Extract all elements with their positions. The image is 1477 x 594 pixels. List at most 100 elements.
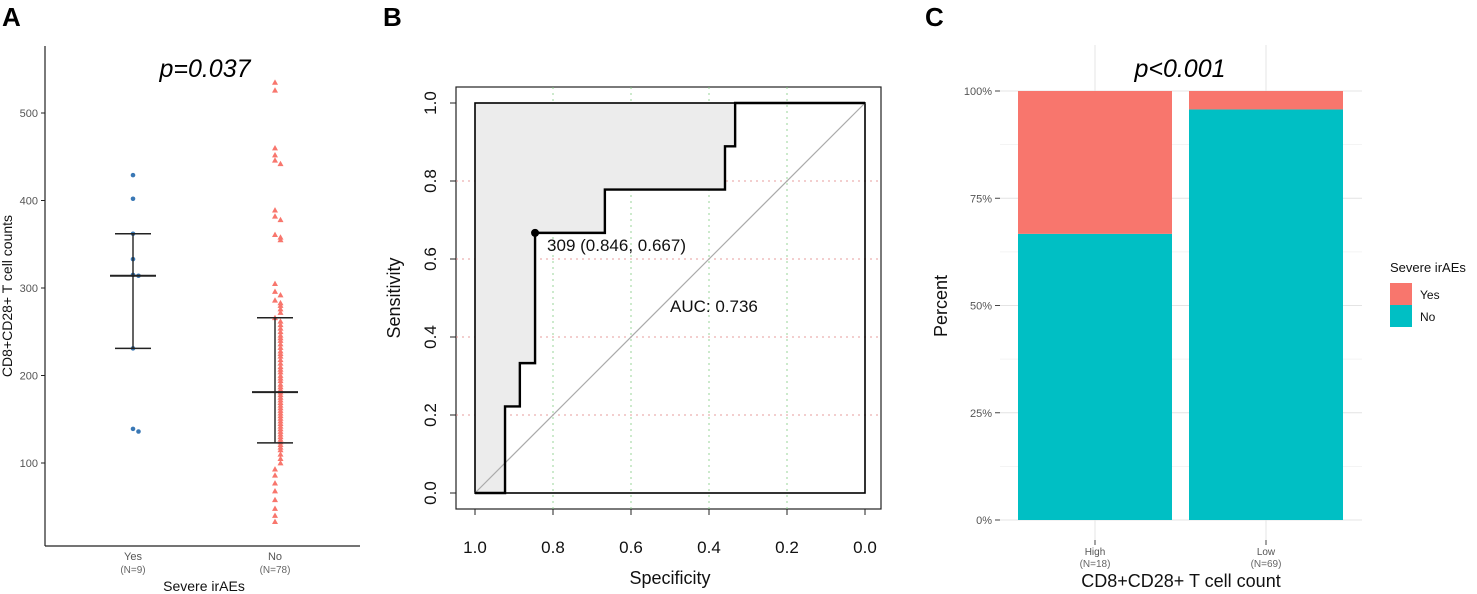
a-point-no	[272, 496, 278, 503]
c-y-axis-label: Percent	[931, 275, 951, 337]
b-y-tick-label: 0.4	[421, 325, 440, 349]
b-x-tick-label: 0.0	[853, 538, 877, 557]
c-y-tick-label: 0%	[976, 515, 992, 527]
a-point-no	[277, 341, 284, 347]
a-point-no	[272, 297, 278, 303]
panel-c-label: C	[925, 2, 944, 32]
panel-b: 309 (0.846, 0.667) AUC: 0.736 1.0 0.8 0.6 0…	[384, 86, 882, 588]
panel-a-label: A	[2, 2, 21, 32]
b-x-tick-label: 0.4	[697, 538, 721, 557]
b-y-tick-label: 0.8	[421, 169, 440, 193]
a-x-axis-label: Severe irAEs	[163, 578, 245, 594]
c-y-tick-label: 25%	[970, 408, 992, 420]
a-x-tick-no: No	[268, 551, 282, 563]
a-point-yes	[136, 429, 141, 434]
c-legend: Severe irAEs Yes No	[1390, 260, 1466, 327]
a-point-no	[277, 360, 284, 366]
panel-a: 100 200 300 400 500 p=0.037 Yes (N=9) No (N=…	[0, 46, 360, 594]
a-y-tick-label: 300	[20, 283, 38, 295]
a-point-no	[277, 302, 284, 308]
a-point-no	[277, 318, 284, 324]
a-point-no	[277, 460, 284, 466]
a-point-no	[277, 236, 284, 243]
a-y-tick-label: 400	[20, 196, 38, 208]
a-point-no	[272, 480, 278, 486]
b-reference-diagonal	[474, 102, 866, 494]
c-y-tick-label: 100%	[964, 86, 992, 98]
a-point-no	[272, 472, 278, 478]
a-point-yes	[130, 172, 136, 178]
b-roc-area-fill	[475, 103, 865, 493]
b-x-tick-label: 1.0	[463, 538, 487, 557]
a-point-no	[277, 328, 284, 335]
c-legend-label-yes: Yes	[1420, 288, 1440, 302]
a-point-no	[272, 280, 278, 287]
b-x-tick-label: 0.8	[541, 538, 565, 557]
a-point-no	[272, 488, 278, 494]
a-point-no	[277, 309, 284, 315]
a-point-no	[277, 337, 284, 343]
c-x-tick-low-n: (N=69)	[1251, 559, 1282, 570]
b-y-tick-label: 0.6	[421, 247, 440, 271]
b-threshold-label: 309 (0.846, 0.667)	[547, 236, 686, 255]
a-point-no	[272, 145, 278, 151]
a-point-no	[277, 451, 284, 457]
a-point-no	[277, 369, 284, 375]
a-point-no	[277, 321, 284, 328]
c-legend-title: Severe irAEs	[1390, 260, 1466, 275]
b-y-axis-label: Sensitivity	[384, 257, 404, 338]
c-bar-yes-low	[1189, 91, 1343, 110]
b-roc-curve	[475, 101, 865, 495]
a-point-no	[272, 512, 278, 518]
b-plot-frame	[455, 86, 882, 510]
b-x-tick-label: 0.6	[619, 538, 643, 557]
a-x-tick-no-n: (N=78)	[260, 565, 291, 576]
a-y-axis-label: CD8+CD28+ T cell counts	[0, 215, 15, 377]
a-y-tick-label: 500	[20, 108, 38, 120]
a-y-tick-label: 200	[20, 371, 38, 383]
c-legend-swatch-no	[1390, 305, 1412, 327]
panel-c: 0%25%50%75%100% p<0.001 High (N=18) Low …	[931, 45, 1466, 591]
a-point-no	[277, 306, 284, 312]
a-x-tick-yes-n: (N=9)	[120, 565, 145, 576]
a-point-no	[277, 325, 284, 331]
a-point-no	[272, 505, 278, 511]
a-point-no	[272, 466, 278, 472]
c-bar-yes-high	[1018, 91, 1172, 234]
a-point-no	[277, 292, 284, 298]
a-point-no	[277, 160, 284, 167]
c-x-tick-high-n: (N=18)	[1080, 559, 1111, 570]
a-point-no	[272, 87, 278, 93]
c-bar-no-low	[1189, 109, 1343, 521]
panel-b-label: B	[383, 2, 402, 32]
a-point-no	[277, 455, 284, 462]
a-point-yes	[130, 196, 136, 202]
b-x-axis-label: Specificity	[629, 568, 710, 588]
b-y-tick-label: 0.2	[421, 403, 440, 427]
b-unit-square	[474, 102, 866, 494]
a-point-no	[272, 207, 278, 213]
a-point-no	[272, 157, 278, 163]
b-threshold-point	[531, 228, 540, 237]
b-auc-label: AUC: 0.736	[670, 297, 758, 316]
a-x-tick-yes: Yes	[124, 551, 142, 563]
a-point-no	[277, 216, 284, 223]
b-y-tick-label: 0.0	[421, 481, 440, 505]
c-bar-no-high	[1018, 233, 1172, 520]
a-point-no	[272, 231, 278, 238]
b-x-tick-label: 0.2	[775, 538, 799, 557]
a-point-no	[277, 344, 284, 350]
a-point-no	[277, 356, 284, 363]
a-y-tick-label: 100	[20, 458, 38, 470]
c-x-tick-low: Low	[1257, 547, 1276, 558]
c-x-tick-high: High	[1085, 547, 1106, 558]
a-point-no	[277, 377, 284, 384]
a-point-no	[272, 152, 278, 158]
b-y-tick-label: 1.0	[421, 91, 440, 115]
a-point-no	[272, 518, 278, 525]
c-legend-label-no: No	[1420, 310, 1436, 324]
a-point-yes	[130, 426, 136, 432]
a-point-no	[272, 288, 278, 294]
c-pvalue-title: p<0.001	[1133, 55, 1225, 83]
